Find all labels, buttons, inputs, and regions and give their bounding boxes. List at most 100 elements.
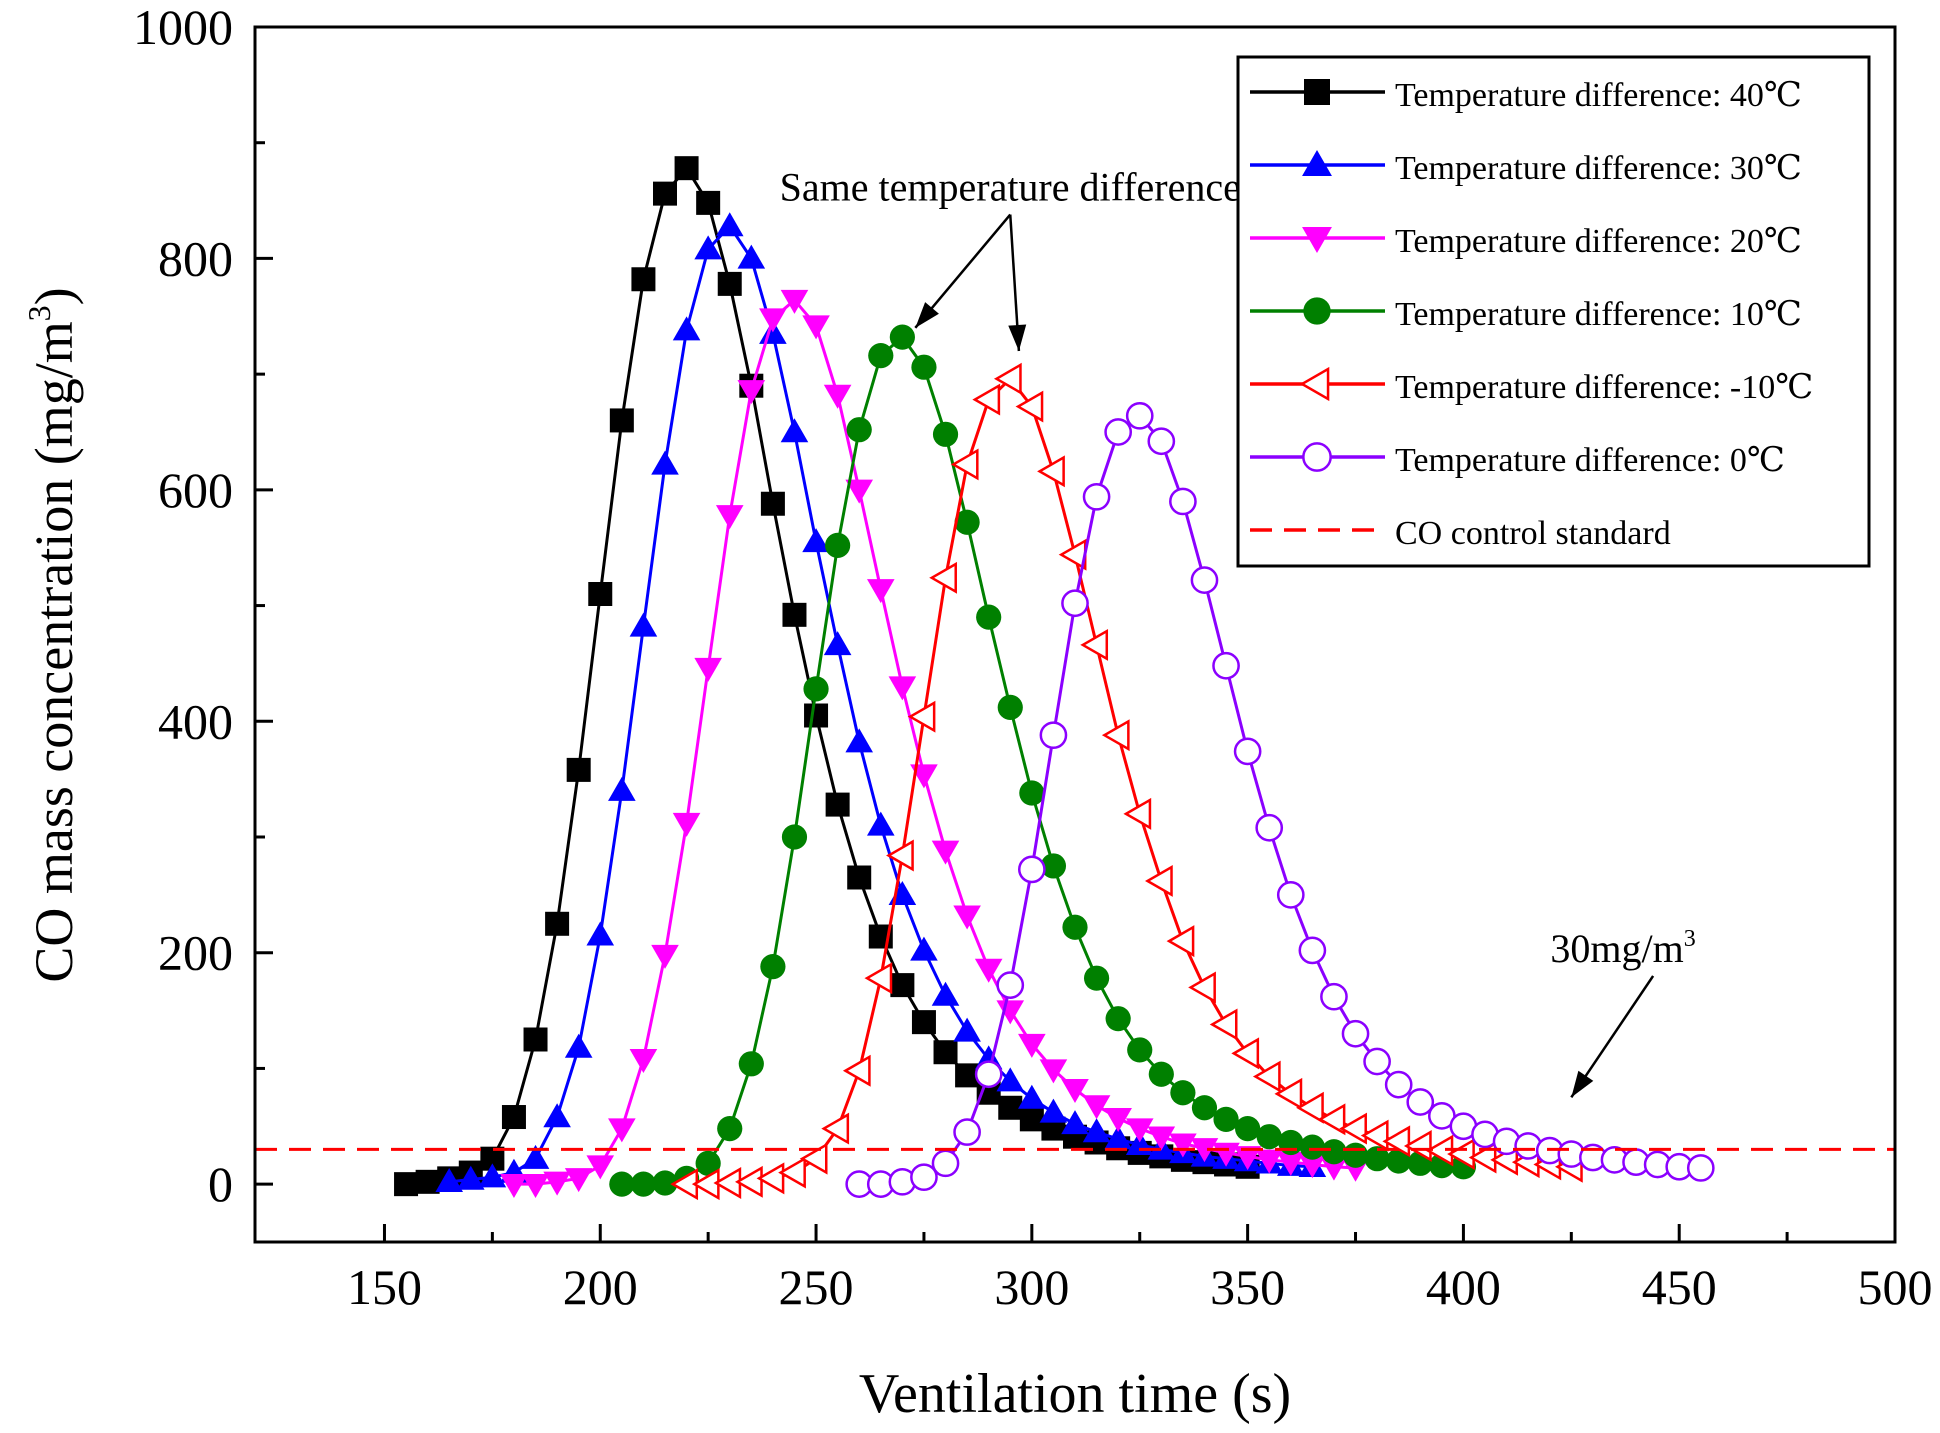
- data-point: [500, 1173, 528, 1198]
- data-point: [1360, 1119, 1389, 1152]
- annotations: Same temperature difference 30mg/m3: [780, 165, 1696, 1099]
- data-point: [672, 812, 701, 837]
- y-tick-label: 1000: [133, 0, 233, 55]
- data-point: [950, 448, 979, 481]
- y-axis-label-main: CO mass concentration (mg/m: [24, 321, 84, 982]
- data-point: [1080, 628, 1109, 661]
- data-point: [1213, 1106, 1239, 1132]
- data-point: [1274, 1077, 1303, 1110]
- data-point: [1017, 855, 1046, 884]
- data-point: [974, 958, 1003, 983]
- data-point: [1406, 1088, 1435, 1116]
- data-point: [1148, 1061, 1174, 1087]
- data-point: [521, 1173, 550, 1198]
- data-point: [1039, 1098, 1068, 1123]
- series-4: [609, 324, 1477, 1197]
- data-point: [1101, 719, 1130, 752]
- data-point: [1061, 1110, 1089, 1135]
- y-axis-label-sup: 3: [21, 305, 57, 321]
- annotation-text-2: 30mg/m3: [1550, 926, 1695, 971]
- data-point: [1125, 1118, 1154, 1143]
- data-point: [629, 612, 658, 637]
- data-point: [501, 1105, 526, 1130]
- x-tick-label: 150: [347, 1259, 422, 1315]
- data-point: [760, 954, 786, 980]
- data-point: [1255, 813, 1284, 842]
- data-point: [931, 840, 960, 865]
- legend-label: Temperature difference: 40℃: [1395, 77, 1802, 114]
- x-tick-label: 400: [1426, 1259, 1501, 1315]
- legend-item: CO control standard: [1250, 515, 1671, 552]
- data-point: [394, 1172, 419, 1197]
- data-point: [1039, 721, 1068, 750]
- legend-label: Temperature difference: 20℃: [1395, 223, 1802, 260]
- legend-label: Temperature difference: -10℃: [1395, 369, 1813, 406]
- data-point: [972, 383, 1001, 416]
- data-point: [1104, 418, 1133, 446]
- data-point: [821, 1112, 850, 1145]
- legend-item: Temperature difference: 30℃: [1250, 150, 1802, 187]
- x-tick-label: 250: [779, 1259, 854, 1315]
- x-tick-label: 200: [563, 1259, 638, 1315]
- data-point: [588, 582, 613, 606]
- data-point: [756, 1162, 785, 1195]
- data-point: [1125, 401, 1154, 430]
- data-point: [911, 1010, 936, 1035]
- legend-marker: [1302, 226, 1332, 253]
- data-point: [888, 881, 917, 906]
- data-point: [889, 324, 915, 350]
- legend-item: Temperature difference: 40℃: [1250, 77, 1802, 114]
- data-point: [890, 973, 915, 998]
- data-point: [651, 450, 679, 475]
- data-point: [1040, 853, 1067, 879]
- data-point: [910, 936, 938, 961]
- data-point: [1104, 1107, 1132, 1132]
- data-point: [931, 1149, 960, 1178]
- y-tick-label: 0: [208, 1156, 233, 1212]
- data-point: [1105, 1006, 1131, 1032]
- data-point: [929, 561, 957, 594]
- data-point: [847, 865, 872, 890]
- data-point: [823, 384, 852, 409]
- data-point: [866, 579, 895, 604]
- data-point: [953, 905, 981, 930]
- data-point: [1019, 1107, 1044, 1132]
- legend: Temperature difference: 40℃ Temperature d…: [1236, 55, 1871, 568]
- data-point: [1062, 914, 1088, 940]
- data-point: [564, 1168, 593, 1193]
- data-point: [715, 212, 744, 237]
- data-point: [672, 316, 701, 341]
- data-point: [907, 700, 936, 733]
- data-point: [911, 354, 937, 380]
- data-point: [1278, 1129, 1304, 1156]
- data-point: [631, 267, 656, 292]
- y-axis: 0 200 400 600 800 1000: [133, 0, 273, 1212]
- data-point: [996, 971, 1025, 999]
- legend-label: Temperature difference: 0℃: [1395, 442, 1785, 479]
- data-point: [694, 657, 722, 682]
- data-point: [1188, 971, 1216, 1004]
- data-point: [803, 676, 829, 702]
- data-point: [543, 1103, 571, 1128]
- data-point: [653, 181, 677, 206]
- y-tick-label: 600: [158, 462, 233, 518]
- data-point: [804, 703, 829, 728]
- data-point: [931, 981, 960, 1006]
- data-point: [609, 408, 634, 433]
- data-point: [1255, 1149, 1284, 1174]
- data-point: [864, 962, 893, 995]
- plot-frame: [253, 25, 1897, 1244]
- legend-marker: [1299, 366, 1330, 402]
- data-point: [1339, 1112, 1367, 1145]
- legend-item: Temperature difference: -10℃: [1250, 366, 1813, 406]
- legend-label: CO control standard: [1395, 515, 1671, 552]
- y-axis-label: CO mass concentration (mg/m3): [21, 287, 84, 982]
- data-point: [1317, 1103, 1346, 1136]
- x-axis: 150 200 250 300 350 400 450 500: [347, 1224, 1933, 1315]
- data-point: [1104, 1125, 1132, 1150]
- y-tick-label: 200: [158, 925, 233, 981]
- data-point: [1037, 455, 1065, 488]
- legend-label: Temperature difference: 10℃: [1395, 296, 1802, 333]
- data-point: [545, 911, 570, 936]
